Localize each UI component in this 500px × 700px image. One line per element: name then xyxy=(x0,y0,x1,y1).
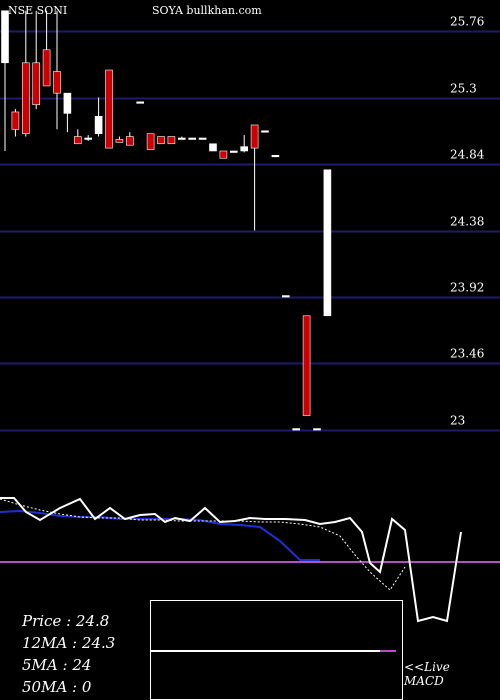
candle-body xyxy=(198,137,207,140)
y-tick-label: 23.46 xyxy=(450,347,484,361)
y-tick-label: 24.84 xyxy=(450,148,485,162)
ma50-stat: 50MA : 0 xyxy=(22,678,92,696)
candle-body xyxy=(292,428,301,431)
candle xyxy=(32,10,41,110)
exchange-symbol: NSE SONI xyxy=(8,4,68,17)
candle xyxy=(63,92,72,133)
candle xyxy=(157,136,165,145)
candle xyxy=(53,10,61,130)
candle-body xyxy=(105,69,113,149)
candle xyxy=(178,136,186,140)
price-stat: Price : 24.8 xyxy=(22,612,110,630)
candle xyxy=(230,150,238,153)
y-tick-label: 25.3 xyxy=(450,82,477,96)
indicator-line xyxy=(0,497,462,623)
candle-body xyxy=(188,137,196,140)
candle-body xyxy=(32,62,41,106)
candle xyxy=(281,295,290,298)
candle xyxy=(198,137,207,140)
candle-body xyxy=(94,115,103,134)
candle-body xyxy=(63,92,72,114)
candle xyxy=(313,428,321,431)
candle xyxy=(136,101,144,104)
candle xyxy=(1,10,9,151)
grid-lines xyxy=(0,30,500,432)
candle-body xyxy=(250,124,259,149)
candle-body xyxy=(219,150,228,159)
y-tick-label: 24.38 xyxy=(450,215,484,229)
y-tick-label: 23.92 xyxy=(450,281,484,295)
indicator-dotted-line xyxy=(0,498,406,591)
y-tick-label: 25.76 xyxy=(450,15,484,29)
macd-label: MACD xyxy=(404,674,444,688)
candle-body xyxy=(115,139,124,143)
candle xyxy=(261,130,269,133)
candles xyxy=(1,10,332,431)
candle xyxy=(209,143,217,152)
candle xyxy=(105,69,113,149)
candle xyxy=(11,109,20,137)
y-tick-label: 23 xyxy=(450,414,465,428)
candle-body xyxy=(11,111,20,130)
candle-body xyxy=(271,155,280,158)
candle-body xyxy=(42,49,51,87)
candle-body xyxy=(240,146,248,152)
candle-body xyxy=(157,136,165,145)
candle xyxy=(188,137,196,140)
candle xyxy=(74,129,82,145)
candle xyxy=(42,10,51,87)
macd-live-label: <<Live xyxy=(404,660,450,674)
site-name: SOYA bullkhan.com xyxy=(152,4,262,17)
candle xyxy=(146,133,155,150)
candle xyxy=(21,10,30,137)
candle-body xyxy=(146,133,155,150)
candle-body xyxy=(261,130,269,133)
candle-body xyxy=(1,10,9,64)
candle-body xyxy=(136,101,144,104)
candle-body xyxy=(74,136,82,145)
candle-body xyxy=(178,137,186,140)
candle-body xyxy=(281,295,290,298)
candle-body xyxy=(167,136,176,145)
candle xyxy=(94,97,103,137)
candle-body xyxy=(126,136,134,146)
candle xyxy=(292,428,301,431)
candle-body xyxy=(53,71,61,94)
candle xyxy=(271,155,280,158)
candle-body xyxy=(302,315,311,416)
candle-body xyxy=(323,169,332,317)
candle-body xyxy=(230,150,238,153)
candle-body xyxy=(209,143,217,152)
y-axis-labels: 25.76 25.3 24.84 24.38 23.92 23.46 23 xyxy=(450,15,485,428)
candle xyxy=(302,315,311,416)
candle xyxy=(250,124,259,231)
ma5-stat: 5MA : 24 xyxy=(22,656,92,674)
candle-body xyxy=(313,428,321,431)
candle xyxy=(240,135,248,153)
candle xyxy=(84,135,92,141)
candle xyxy=(219,150,228,159)
candle xyxy=(115,136,124,143)
candle xyxy=(167,136,176,145)
candle-body xyxy=(84,137,92,140)
indicator-panel xyxy=(0,497,500,623)
candle xyxy=(323,169,332,317)
candle xyxy=(126,132,134,146)
ma12-stat: 12MA : 24.3 xyxy=(22,634,116,652)
candle-body xyxy=(21,62,30,134)
